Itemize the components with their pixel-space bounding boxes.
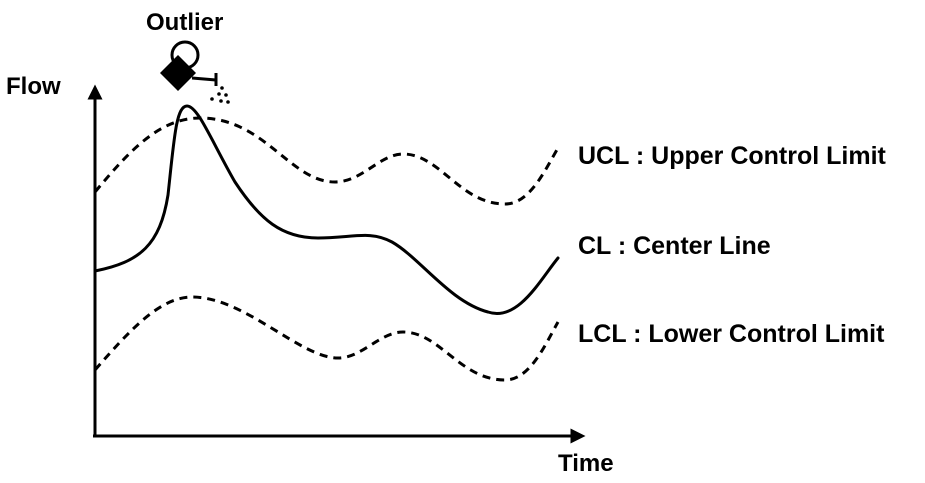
outlier-label: Outlier — [146, 9, 223, 36]
y-axis-label: Flow — [6, 73, 61, 100]
ucl-label: UCL : Upper Control Limit — [578, 142, 887, 170]
watering-can-icon — [160, 40, 230, 104]
lcl-curve — [93, 295, 560, 382]
cl-label: CL : Center Line — [578, 232, 771, 260]
ucl-curve — [93, 116, 560, 206]
x-axis-label: Time — [558, 450, 614, 477]
lcl-label: LCL : Lower Control Limit — [578, 320, 885, 348]
cl-curve — [93, 104, 560, 315]
